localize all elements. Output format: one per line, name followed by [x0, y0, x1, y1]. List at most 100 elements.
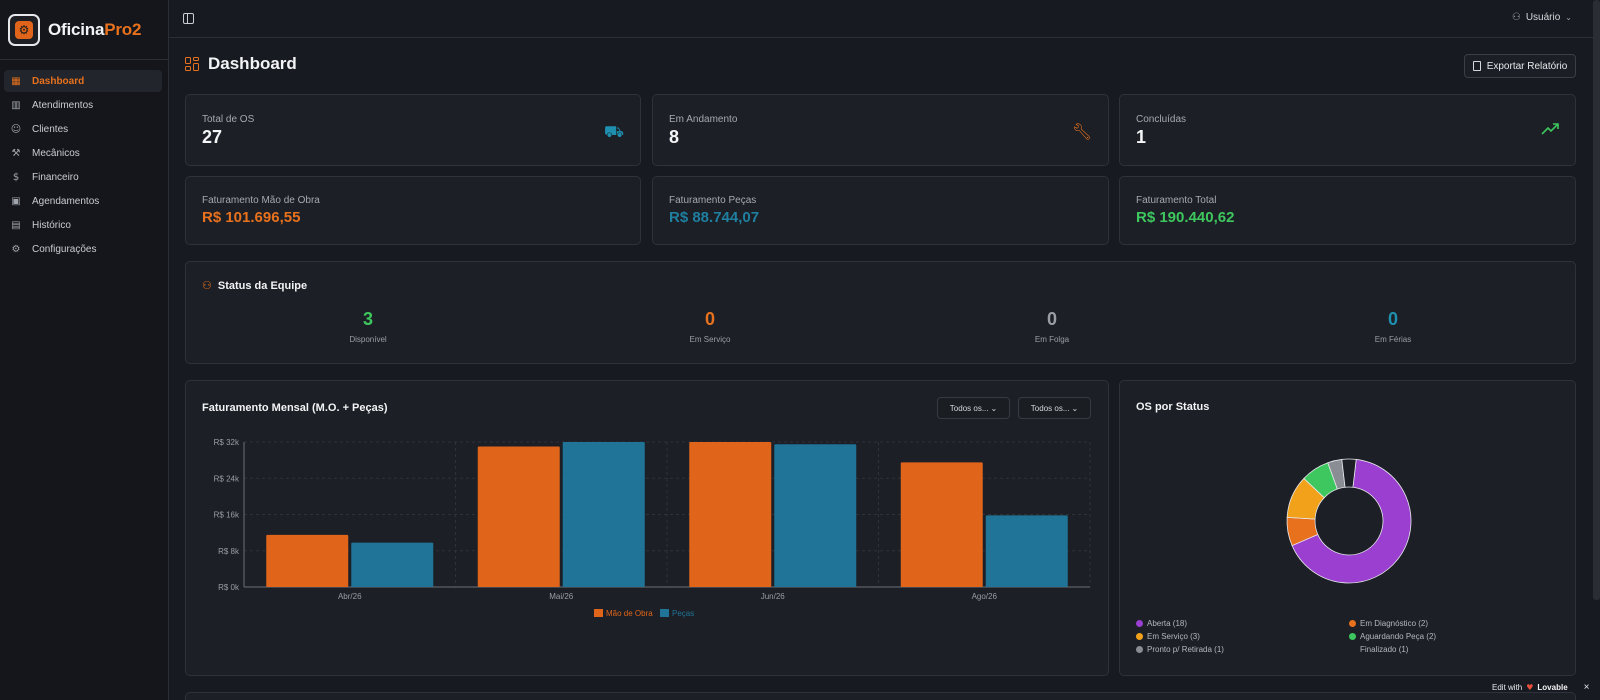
- stat-value: 1: [1136, 127, 1147, 147]
- sidebar-item-label: Histórico: [32, 219, 71, 231]
- book-icon: ▥: [11, 99, 21, 111]
- legend-label: Aberta (18): [1147, 619, 1188, 628]
- y-tick-label: R$ 0k: [218, 583, 240, 592]
- legend-dot: [1349, 620, 1356, 627]
- bar-mao-de-obra: [477, 446, 560, 587]
- legend-swatch: [594, 609, 603, 617]
- archive-icon: ▤: [11, 219, 21, 231]
- file-export-icon: [1472, 61, 1481, 71]
- revenue-label: Faturamento Mão de Obra: [202, 195, 320, 206]
- donut-slice: [1341, 458, 1357, 488]
- legend-dot: [1136, 633, 1143, 640]
- sidebar-nav: ▦ Dashboard ▥ Atendimentos ☺ Clientes ⚒ Mecânic…: [0, 60, 168, 260]
- sidebar: ⚙ OficinaPro2 ▦ Dashboard ▥ Atendimentos ☺ Cl…: [0, 0, 169, 700]
- y-tick-label: R$ 32k: [214, 438, 240, 447]
- page-scrollbar[interactable]: [1593, 0, 1600, 600]
- stat-value: 8: [669, 127, 680, 147]
- stat-card-total-os: Total de OS 27 ⛟: [185, 94, 641, 166]
- team-stat-label: Em Serviço: [689, 335, 731, 344]
- legend-swatch: [660, 609, 669, 617]
- close-icon[interactable]: ×: [1583, 681, 1590, 693]
- x-tick-label: Mai/26: [549, 592, 574, 601]
- legend-item: Em Serviço (3): [1136, 632, 1200, 641]
- next-section-card: [185, 692, 1576, 700]
- sidebar-item-configuracoes[interactable]: ⚙ Configurações: [4, 238, 162, 260]
- stat-value: 27: [202, 127, 223, 147]
- chevron-down-icon: ⌄: [1071, 403, 1079, 413]
- topbar: ⚇ Usuário ⌄: [169, 0, 1600, 38]
- legend-label: Pronto p/ Retirada (1): [1147, 645, 1224, 654]
- sidebar-item-dashboard[interactable]: ▦ Dashboard: [4, 70, 162, 92]
- calendar-icon: ▣: [11, 195, 21, 207]
- bar-mao-de-obra: [266, 534, 349, 587]
- sidebar-item-mecanicos[interactable]: ⚒ Mecânicos: [4, 142, 162, 164]
- sidebar-item-historico[interactable]: ▤ Histórico: [4, 214, 162, 236]
- bar-mao-de-obra: [900, 462, 983, 587]
- dashboard-icon: [185, 57, 199, 71]
- legend-item: Em Diagnóstico (2): [1349, 619, 1428, 628]
- gear-logo-icon: ⚙: [15, 20, 33, 39]
- sidebar-item-label: Agendamentos: [32, 195, 100, 207]
- stat-card-em-andamento: Em Andamento 8 🔧︎: [652, 94, 1109, 166]
- filter-dropdown-1[interactable]: Todos os... ⌄: [937, 397, 1010, 419]
- revenue-value: R$ 101.696,55: [202, 209, 301, 226]
- legend-label: Em Diagnóstico (2): [1360, 619, 1429, 628]
- user-icon: ⚇: [1511, 12, 1521, 23]
- os-status-card: OS por Status Aberta (18) Em Diagnóstico …: [1119, 380, 1576, 676]
- team-stat-value: 0: [1387, 309, 1398, 329]
- legend-item: Finalizado (1): [1349, 645, 1408, 654]
- team-status-title: ⚇ Status da Equipe: [202, 279, 308, 292]
- bar-mao-de-obra: [689, 442, 772, 587]
- filter-dropdown-2[interactable]: Todos os... ⌄: [1018, 397, 1091, 419]
- page-title: Dashboard: [208, 54, 297, 73]
- sidebar-item-agendamentos[interactable]: ▣ Agendamentos: [4, 190, 162, 212]
- export-label: Exportar Relatório: [1486, 60, 1568, 72]
- legend-label: Peças: [672, 609, 694, 618]
- legend-label: Finalizado (1): [1360, 645, 1409, 654]
- x-tick-label: Jun/26: [761, 592, 786, 601]
- donut-slice: [1291, 458, 1412, 584]
- wrench-icon: 🔧︎: [1071, 122, 1092, 141]
- team-stat-label: Disponível: [349, 335, 387, 344]
- team-stat-value: 0: [704, 309, 715, 329]
- team-stat-disponivel: 3 Disponível: [308, 309, 428, 344]
- trending-up-icon: [1541, 123, 1559, 135]
- os-status-donut-chart: [1286, 458, 1412, 584]
- team-stat-label: Em Férias: [1374, 335, 1412, 344]
- bar-pecas: [985, 515, 1068, 587]
- team-stat-value: 0: [1046, 309, 1057, 329]
- logo: ⚙: [8, 13, 40, 46]
- gear-icon: ⚙: [11, 243, 21, 255]
- sidebar-item-financeiro[interactable]: $ Financeiro: [4, 166, 162, 188]
- sidebar-item-label: Atendimentos: [32, 99, 94, 111]
- sidebar-toggle-icon[interactable]: [183, 13, 194, 24]
- legend-dot: [1136, 620, 1143, 627]
- y-tick-label: R$ 8k: [218, 547, 240, 556]
- grid-icon: ▦: [11, 75, 21, 87]
- team-stat-em-ferias: 0 Em Férias: [1333, 309, 1453, 344]
- brand-name: OficinaPro2: [48, 19, 142, 39]
- sidebar-item-atendimentos[interactable]: ▥ Atendimentos: [4, 94, 162, 116]
- revenue-card-pecas: Faturamento Peças R$ 88.744,07: [652, 176, 1109, 245]
- brand[interactable]: ⚙ OficinaPro2: [0, 0, 168, 60]
- bar-pecas: [774, 444, 857, 587]
- stat-label: Em Andamento: [669, 114, 738, 125]
- sidebar-item-label: Financeiro: [32, 171, 79, 183]
- chevron-down-icon: ⌄: [1565, 13, 1572, 22]
- sidebar-item-label: Clientes: [32, 123, 69, 135]
- x-tick-label: Ago/26: [972, 592, 998, 601]
- legend-item: Aguardando Peça (2): [1349, 632, 1436, 641]
- revenue-label: Faturamento Peças: [669, 195, 757, 206]
- edit-with-lovable-badge[interactable]: Edit with ♥ Lovable ×: [1492, 681, 1590, 693]
- sidebar-item-clientes[interactable]: ☺ Clientes: [4, 118, 162, 140]
- stat-label: Total de OS: [202, 114, 255, 125]
- legend-dot: [1136, 646, 1143, 653]
- y-tick-label: R$ 16k: [214, 511, 240, 520]
- sidebar-item-label: Mecânicos: [32, 147, 80, 159]
- export-report-button[interactable]: Exportar Relatório: [1464, 54, 1576, 78]
- stat-label: Concluídas: [1136, 114, 1187, 125]
- user-menu[interactable]: ⚇ Usuário ⌄: [1512, 12, 1572, 23]
- chevron-down-icon: ⌄: [990, 403, 998, 413]
- legend-dot: [1349, 646, 1356, 653]
- team-stat-em-folga: 0 Em Folga: [992, 309, 1112, 344]
